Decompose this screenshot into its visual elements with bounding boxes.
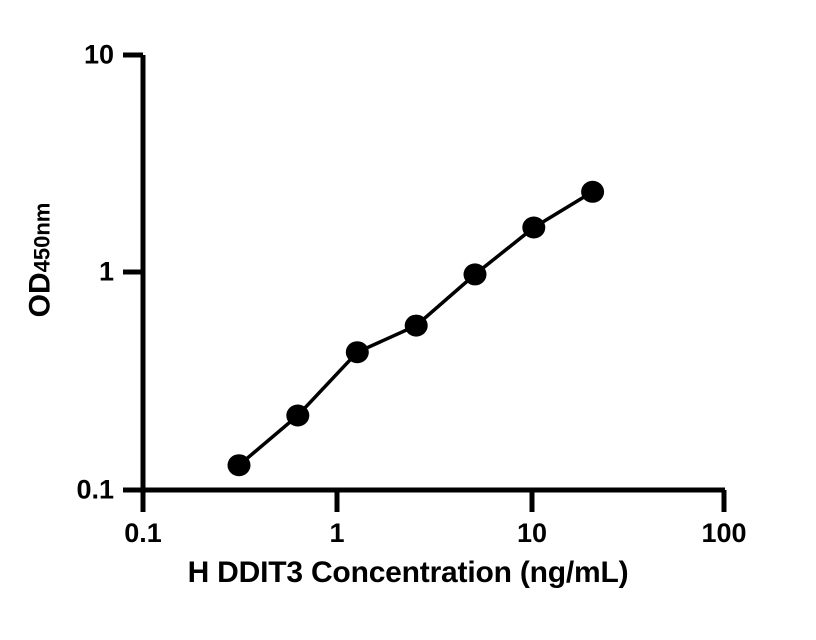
- y-axis-title-subscript: 450nm: [29, 202, 54, 273]
- x-tick-label-10: 10: [516, 518, 548, 548]
- x-tick-label-0.1: 0.1: [124, 518, 162, 548]
- data-point: [463, 263, 487, 286]
- x-axis-ticks: [140, 490, 727, 512]
- y-axis-title-main: OD: [23, 272, 56, 318]
- x-axis-title: H DDIT3 Concentration (ng/mL): [187, 556, 629, 589]
- y-axis-title-container: OD450nm: [0, 0, 80, 520]
- data-point: [345, 341, 369, 364]
- y-tick-label-10: 10: [83, 39, 114, 70]
- y-axis-title: OD450nm: [23, 203, 57, 318]
- x-tick-label-100: 100: [701, 518, 747, 548]
- y-tick-label-0.1: 0.1: [76, 474, 114, 505]
- data-point: [404, 314, 428, 337]
- data-point: [522, 216, 546, 239]
- data-point: [286, 404, 310, 427]
- y-tick-label-1: 1: [98, 256, 114, 287]
- series-markers: [227, 180, 605, 477]
- x-tick-label-1: 1: [329, 518, 345, 548]
- data-point: [227, 454, 251, 477]
- data-point: [581, 180, 605, 203]
- y-axis-ticks: [123, 52, 143, 493]
